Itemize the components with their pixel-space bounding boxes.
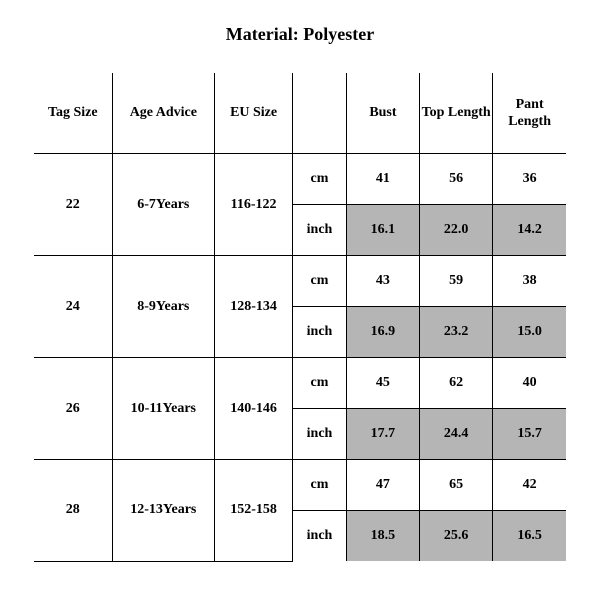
cell-bust-cm: 47 [346,460,419,511]
cell-pant-inch: 15.0 [493,307,566,358]
cell-unit-inch: inch [293,511,347,562]
cell-unit-cm: cm [293,358,347,409]
col-eu-size: EU Size [215,73,293,154]
col-age-advice: Age Advice [112,73,214,154]
cell-top-cm: 56 [420,154,493,205]
cell-pant-inch: 14.2 [493,205,566,256]
cell-top-cm: 59 [420,256,493,307]
cell-eu-size: 152-158 [215,460,293,562]
cell-pant-inch: 16.5 [493,511,566,562]
cell-pant-cm: 42 [493,460,566,511]
cell-unit-cm: cm [293,460,347,511]
cell-age-advice: 12-13Years [112,460,214,562]
table-row: 24 8-9Years 128-134 cm 43 59 38 [34,256,566,307]
cell-top-inch: 22.0 [420,205,493,256]
table-row: 26 10-11Years 140-146 cm 45 62 40 [34,358,566,409]
cell-pant-cm: 38 [493,256,566,307]
cell-eu-size: 140-146 [215,358,293,460]
cell-age-advice: 6-7Years [112,154,214,256]
cell-bust-cm: 45 [346,358,419,409]
col-top-length: Top Length [420,73,493,154]
col-unit [293,73,347,154]
cell-pant-inch: 15.7 [493,409,566,460]
cell-bust-inch: 16.1 [346,205,419,256]
cell-tag-size: 24 [34,256,112,358]
size-chart-table: Tag Size Age Advice EU Size Bust Top Len… [34,73,566,562]
cell-bust-cm: 43 [346,256,419,307]
cell-bust-inch: 16.9 [346,307,419,358]
cell-unit-inch: inch [293,409,347,460]
size-chart-page: Material: Polyester Tag Size Age Advice … [0,0,600,600]
cell-eu-size: 128-134 [215,256,293,358]
cell-unit-cm: cm [293,256,347,307]
cell-top-inch: 24.4 [420,409,493,460]
cell-eu-size: 116-122 [215,154,293,256]
cell-bust-cm: 41 [346,154,419,205]
cell-pant-cm: 36 [493,154,566,205]
cell-unit-inch: inch [293,307,347,358]
cell-bust-inch: 18.5 [346,511,419,562]
col-bust: Bust [346,73,419,154]
cell-unit-inch: inch [293,205,347,256]
table-row: 22 6-7Years 116-122 cm 41 56 36 [34,154,566,205]
cell-top-cm: 65 [420,460,493,511]
cell-top-inch: 23.2 [420,307,493,358]
cell-tag-size: 22 [34,154,112,256]
cell-age-advice: 10-11Years [112,358,214,460]
col-pant-length: Pant Length [493,73,566,154]
col-tag-size: Tag Size [34,73,112,154]
table-row: 28 12-13Years 152-158 cm 47 65 42 [34,460,566,511]
table-header-row: Tag Size Age Advice EU Size Bust Top Len… [34,73,566,154]
cell-tag-size: 26 [34,358,112,460]
cell-top-inch: 25.6 [420,511,493,562]
page-title: Material: Polyester [34,24,566,45]
cell-top-cm: 62 [420,358,493,409]
cell-bust-inch: 17.7 [346,409,419,460]
cell-tag-size: 28 [34,460,112,562]
cell-pant-cm: 40 [493,358,566,409]
cell-age-advice: 8-9Years [112,256,214,358]
cell-unit-cm: cm [293,154,347,205]
